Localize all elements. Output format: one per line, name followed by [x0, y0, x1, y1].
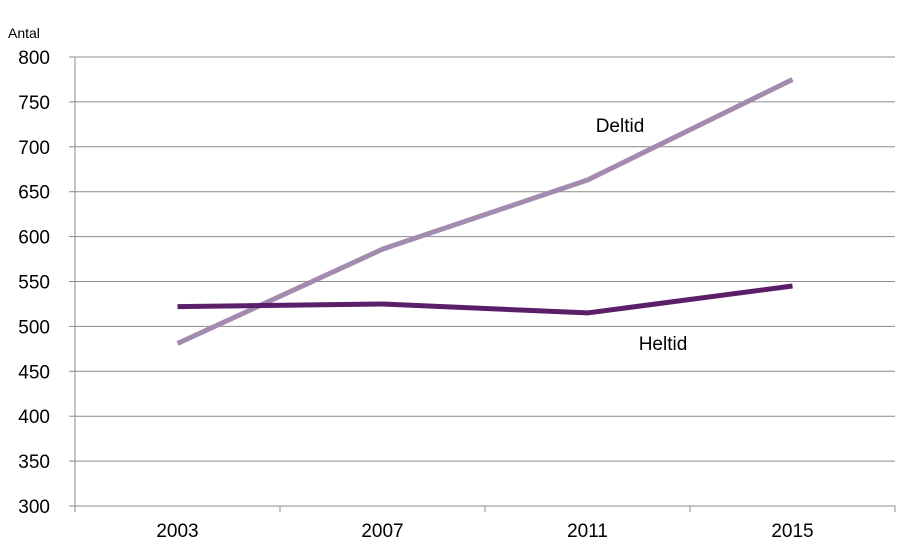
y-tick-label-750: 750 [18, 93, 50, 114]
x-tick-label-2011: 2011 [567, 521, 608, 542]
series-labels: Deltid Heltid [596, 116, 688, 355]
x-tick-label-2003: 2003 [156, 521, 198, 542]
y-axis-tick-labels: 300 350 400 450 500 550 600 650 700 750 800 [18, 48, 50, 518]
y-tick-label-600: 600 [18, 228, 50, 249]
y-axis-unit-label: Antal [8, 25, 40, 41]
y-tick-label-400: 400 [18, 407, 50, 428]
y-tick-label-350: 350 [18, 452, 50, 473]
series-label-heltid: Heltid [639, 334, 688, 355]
y-tick-label-550: 550 [18, 273, 50, 294]
series-line-heltid [177, 283, 793, 316]
y-tick-label-700: 700 [18, 138, 50, 159]
x-axis-tick-labels: 2003 2007 2011 2015 [156, 521, 813, 542]
gridlines [75, 56, 895, 462]
axes [69, 56, 896, 512]
y-tick-label-800: 800 [18, 48, 50, 69]
series-line-deltid [176, 77, 794, 346]
y-tick-label-300: 300 [18, 497, 50, 518]
y-tick-label-450: 450 [18, 362, 50, 383]
data-series [176, 77, 794, 346]
series-label-deltid: Deltid [596, 116, 645, 137]
y-tick-label-650: 650 [18, 183, 50, 204]
x-tick-label-2015: 2015 [771, 521, 813, 542]
y-tick-label-500: 500 [18, 317, 50, 338]
x-tick-label-2007: 2007 [361, 521, 403, 542]
